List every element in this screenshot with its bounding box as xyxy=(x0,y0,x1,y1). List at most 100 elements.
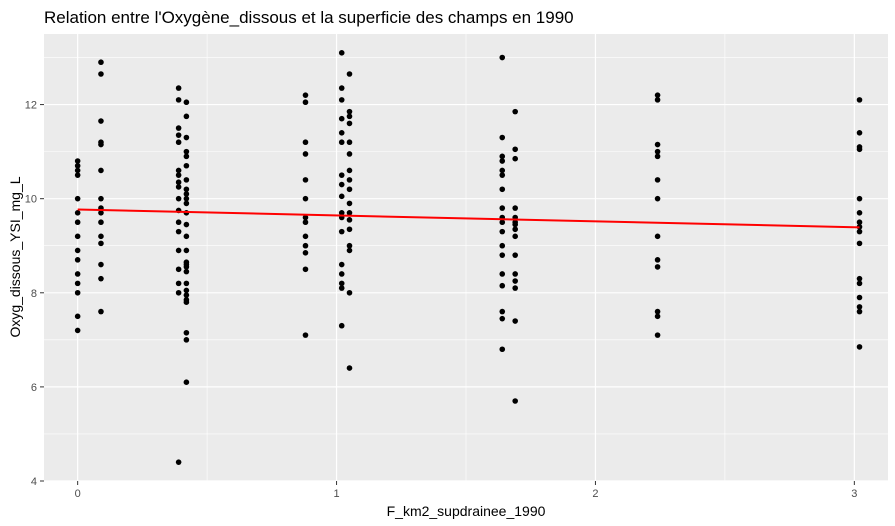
data-point xyxy=(856,219,863,226)
data-point xyxy=(499,242,506,249)
data-point xyxy=(654,264,661,270)
x-tick-label: 1 xyxy=(333,488,339,500)
data-point xyxy=(183,195,190,202)
data-point xyxy=(512,278,518,284)
data-point xyxy=(183,379,190,385)
data-point xyxy=(856,304,863,310)
data-point xyxy=(346,108,353,115)
data-point xyxy=(302,195,309,202)
data-point xyxy=(74,327,81,334)
data-point xyxy=(346,242,353,249)
data-point xyxy=(98,141,104,148)
data-point xyxy=(175,85,182,91)
data-point xyxy=(512,108,518,115)
data-point xyxy=(302,214,309,221)
chart-title: Relation entre l'Oxygène_dissous et la s… xyxy=(44,8,574,27)
data-point xyxy=(175,172,182,178)
data-point xyxy=(183,287,190,294)
data-point xyxy=(654,195,661,202)
data-point xyxy=(98,275,104,282)
data-point xyxy=(338,115,345,122)
data-point xyxy=(183,292,190,298)
data-point xyxy=(654,332,661,338)
data-point xyxy=(183,153,190,160)
data-point xyxy=(856,228,863,235)
data-point xyxy=(302,242,309,249)
data-point xyxy=(338,271,345,277)
data-point xyxy=(338,50,345,56)
data-point xyxy=(183,221,190,228)
data-point xyxy=(499,346,506,353)
data-point xyxy=(183,247,190,254)
x-tick-label: 2 xyxy=(592,488,598,500)
data-point xyxy=(98,210,104,216)
data-point xyxy=(98,219,104,226)
data-point xyxy=(346,71,353,77)
data-point xyxy=(74,289,81,296)
data-point xyxy=(346,186,353,193)
data-point xyxy=(183,337,190,343)
data-point xyxy=(499,315,506,322)
data-point xyxy=(512,318,518,324)
data-point xyxy=(654,148,661,155)
data-point xyxy=(346,217,353,223)
data-point xyxy=(499,228,506,235)
data-point xyxy=(512,285,518,291)
data-point xyxy=(654,92,661,98)
data-point xyxy=(338,172,345,178)
data-point xyxy=(654,257,661,263)
data-point xyxy=(338,322,345,329)
data-point xyxy=(499,186,506,193)
data-point xyxy=(512,252,518,258)
data-point xyxy=(346,151,353,157)
data-point xyxy=(183,329,190,336)
data-point xyxy=(499,205,506,211)
data-point xyxy=(654,308,661,315)
data-point xyxy=(512,155,518,162)
trend-line-group xyxy=(77,208,860,229)
data-point xyxy=(499,167,506,174)
data-point xyxy=(856,275,863,282)
data-point xyxy=(175,219,182,226)
data-point xyxy=(512,205,518,211)
data-point xyxy=(499,158,506,164)
data-point xyxy=(512,398,518,404)
data-point xyxy=(512,233,518,240)
data-point xyxy=(98,308,104,315)
data-point xyxy=(175,247,182,254)
data-point xyxy=(74,233,81,240)
data-point xyxy=(346,289,353,296)
data-point xyxy=(302,249,309,256)
data-point xyxy=(302,219,309,226)
data-point xyxy=(499,134,506,141)
x-axis-title: F_km2_supdrainee_1990 xyxy=(387,503,546,519)
data-point xyxy=(302,139,309,146)
data-point xyxy=(175,280,182,287)
data-point xyxy=(338,280,345,287)
data-point xyxy=(654,153,661,160)
data-point xyxy=(512,221,518,228)
data-point xyxy=(175,266,182,273)
data-point xyxy=(856,146,863,153)
data-point xyxy=(74,219,81,226)
data-point xyxy=(302,177,309,183)
data-point xyxy=(856,294,863,301)
data-point xyxy=(338,181,345,188)
data-point xyxy=(338,261,345,268)
data-point xyxy=(512,271,518,277)
data-point xyxy=(302,332,309,338)
data-point xyxy=(856,97,863,103)
data-point xyxy=(346,139,353,146)
data-point xyxy=(183,186,190,193)
data-point xyxy=(175,459,182,465)
data-point xyxy=(302,233,309,240)
y-axis: 4 6 8 10 12 xyxy=(25,100,44,488)
data-point xyxy=(183,280,190,287)
y-tick-label: 4 xyxy=(31,476,37,488)
data-point xyxy=(183,299,190,306)
data-point xyxy=(175,97,182,103)
data-point xyxy=(175,195,182,202)
data-point xyxy=(302,92,309,98)
data-point xyxy=(183,191,190,197)
